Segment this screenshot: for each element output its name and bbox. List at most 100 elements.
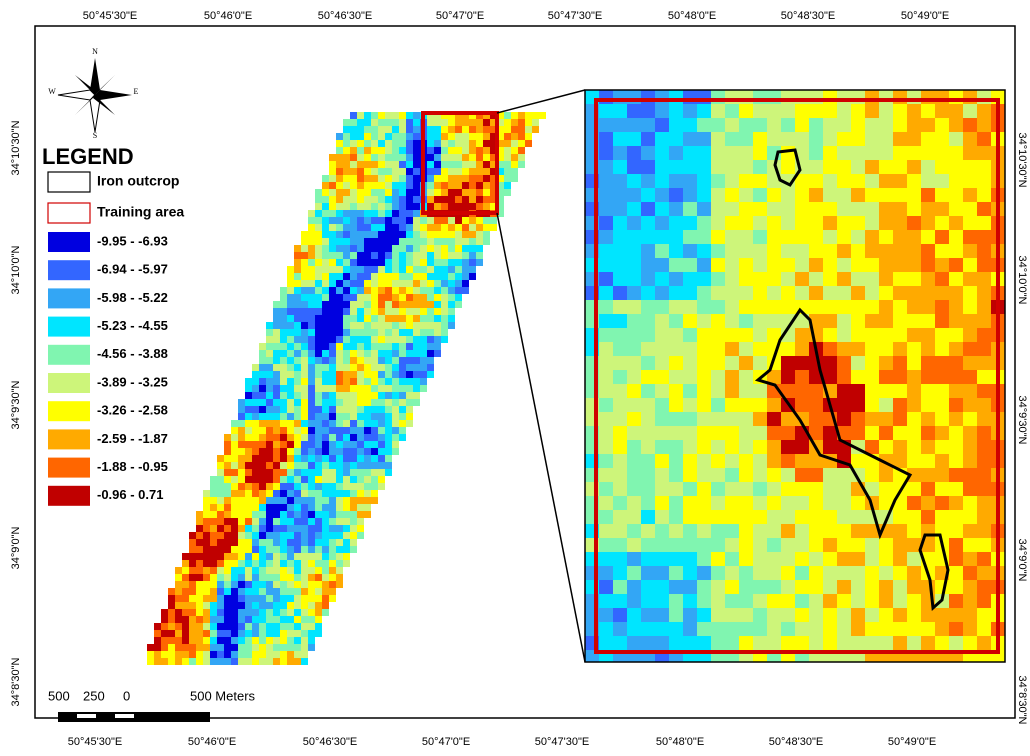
raster-cell (217, 455, 224, 462)
raster-cell (767, 314, 781, 328)
raster-cell (809, 538, 823, 552)
raster-cell (196, 553, 203, 560)
raster-cell (336, 427, 343, 434)
raster-cell (287, 287, 294, 294)
raster-cell (224, 574, 231, 581)
raster-cell (378, 455, 385, 462)
raster-cell (238, 539, 245, 546)
raster-cell (385, 168, 392, 175)
raster-cell (280, 581, 287, 588)
raster-cell (308, 462, 315, 469)
raster-cell (315, 399, 322, 406)
raster-cell (977, 104, 991, 118)
raster-cell (280, 434, 287, 441)
raster-cell (273, 413, 280, 420)
raster-cell (259, 609, 266, 616)
raster-cell (669, 356, 683, 370)
raster-cell (322, 217, 329, 224)
raster-cell (266, 413, 273, 420)
raster-cell (781, 300, 795, 314)
raster-cell (322, 259, 329, 266)
raster-cell (739, 608, 753, 622)
raster-cell (385, 336, 392, 343)
raster-cell (697, 384, 711, 398)
raster-cell (168, 658, 175, 665)
raster-cell (343, 378, 350, 385)
raster-cell (949, 272, 963, 286)
raster-cell (427, 336, 434, 343)
raster-cell (627, 328, 641, 342)
raster-cell (315, 287, 322, 294)
raster-cell (613, 384, 627, 398)
raster-cell (350, 525, 357, 532)
raster-cell (203, 560, 210, 567)
raster-cell (175, 616, 182, 623)
raster-cell (823, 272, 837, 286)
raster-cell (371, 413, 378, 420)
raster-cell (217, 462, 224, 469)
raster-cell (357, 161, 364, 168)
raster-cell (795, 538, 809, 552)
raster-cell (287, 448, 294, 455)
raster-cell (350, 441, 357, 448)
raster-cell (308, 595, 315, 602)
raster-cell (483, 147, 490, 154)
raster-cell (280, 476, 287, 483)
raster-cell (399, 266, 406, 273)
raster-cell (231, 546, 238, 553)
raster-cell (476, 182, 483, 189)
raster-cell (385, 315, 392, 322)
raster-cell (196, 658, 203, 665)
raster-cell (301, 525, 308, 532)
raster-cell (196, 644, 203, 651)
raster-cell (469, 175, 476, 182)
raster-cell (252, 630, 259, 637)
raster-cell (809, 622, 823, 636)
raster-cell (238, 658, 245, 665)
raster-cell (385, 329, 392, 336)
raster-cell (711, 216, 725, 230)
raster-cell (977, 272, 991, 286)
raster-cell (280, 532, 287, 539)
raster-cell (697, 160, 711, 174)
raster-cell (231, 637, 238, 644)
raster-cell (371, 385, 378, 392)
raster-cell (392, 245, 399, 252)
raster-cell (627, 552, 641, 566)
raster-cell (259, 637, 266, 644)
raster-cell (294, 532, 301, 539)
raster-cell (245, 448, 252, 455)
raster-cell (413, 287, 420, 294)
raster-cell (462, 147, 469, 154)
raster-cell (301, 560, 308, 567)
raster-cell (399, 217, 406, 224)
raster-cell (357, 392, 364, 399)
raster-cell (336, 413, 343, 420)
raster-cell (287, 637, 294, 644)
raster-cell (343, 504, 350, 511)
raster-cell (385, 378, 392, 385)
raster-cell (371, 371, 378, 378)
raster-cell (739, 300, 753, 314)
raster-cell (434, 329, 441, 336)
raster-cell (613, 286, 627, 300)
raster-cell (921, 202, 935, 216)
raster-cell (210, 644, 217, 651)
raster-cell (371, 448, 378, 455)
raster-cell (224, 651, 231, 658)
raster-cell (683, 286, 697, 300)
raster-cell (385, 350, 392, 357)
raster-cell (168, 651, 175, 658)
raster-cell (697, 552, 711, 566)
raster-cell (245, 581, 252, 588)
raster-cell (753, 118, 767, 132)
raster-cell (301, 364, 308, 371)
raster-cell (350, 392, 357, 399)
raster-cell (266, 462, 273, 469)
raster-cell (739, 160, 753, 174)
raster-cell (406, 406, 413, 413)
raster-cell (343, 406, 350, 413)
raster-cell (893, 398, 907, 412)
raster-cell (879, 440, 893, 454)
raster-cell (725, 244, 739, 258)
